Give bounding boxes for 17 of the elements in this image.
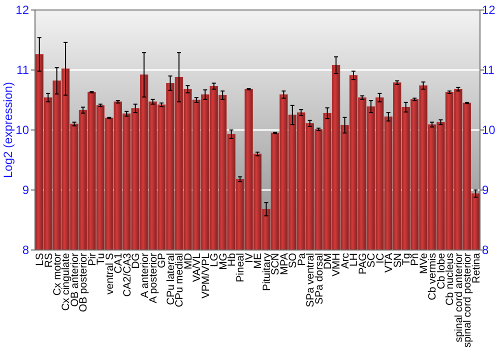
y2-tick-label: 9	[482, 183, 489, 198]
y-tick-label: 10	[16, 123, 30, 138]
y2-tick-label: 10	[482, 123, 496, 138]
y-tick-label: 8	[22, 243, 30, 258]
y-tick-label: 12	[16, 3, 30, 18]
y-tick-label: 9	[22, 183, 30, 198]
y-tick-label: 11	[16, 63, 30, 78]
x-tick-label: OB posterior	[78, 252, 90, 312]
x-tick-label: DG	[130, 253, 142, 269]
x-tick-label: A posterior	[147, 252, 160, 304]
x-tick-label: RS	[42, 253, 55, 268]
x-tick-label: Tg	[400, 252, 413, 266]
y2-tick-label: 12	[482, 3, 496, 18]
y-axis-title: Log2 (expression)	[1, 82, 15, 178]
x-tick-label: Arc	[339, 253, 352, 269]
y2-tick-label: 11	[482, 63, 495, 78]
y2-tick-label: 8	[482, 243, 489, 258]
